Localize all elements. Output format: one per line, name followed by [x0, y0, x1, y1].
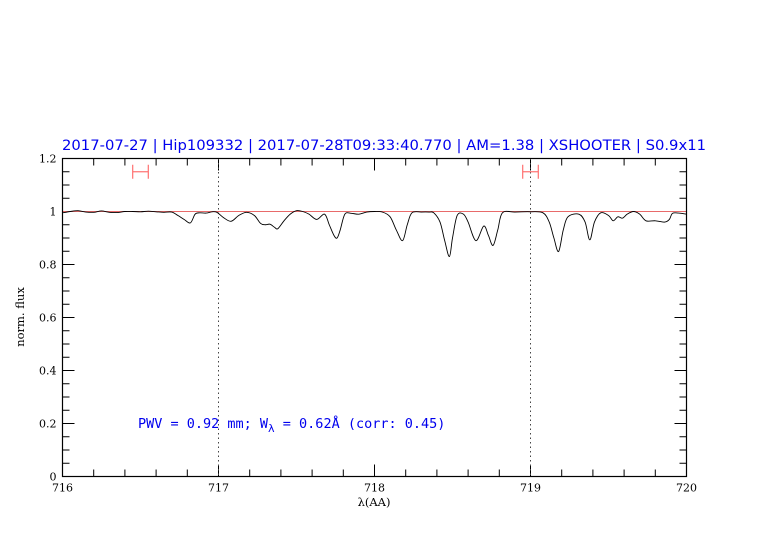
x-tick-label: 717 — [208, 482, 229, 495]
y-tick-label: 0 — [50, 471, 57, 484]
x-axis-label: λ(AA) — [358, 495, 391, 509]
spectrum-line — [62, 210, 687, 258]
y-tick-label: 1 — [50, 206, 57, 219]
y-tick-label: 0.2 — [39, 418, 57, 431]
annotation-main: PWV = 0.92 mm; W — [138, 416, 269, 432]
tick-labels: 716 717 718 719 720 0 0.2 0.4 0.6 0.8 1 1.2 — [39, 153, 697, 495]
error-bars — [132, 164, 539, 179]
annotation-rest: = 0.62Å (corr: 0.45) — [275, 415, 446, 432]
x-tick-label: 720 — [676, 482, 697, 495]
y-tick-label: 0.8 — [39, 259, 57, 272]
x-tick-label: 718 — [364, 482, 385, 495]
plot-frame — [61, 157, 688, 478]
y-axis-label: norm. flux — [13, 287, 27, 347]
y-tick-label: 1.2 — [39, 153, 57, 166]
dotted-lines — [218, 158, 531, 477]
x-tick-label: 719 — [520, 482, 541, 495]
annotation-subscript: λ — [268, 422, 275, 435]
chart-title: 2017-07-27 | Hip109332 | 2017-07-28T09:3… — [62, 138, 706, 154]
pwv-annotation: PWV = 0.92 mm; Wλ = 0.62Å (corr: 0.45) — [138, 415, 445, 435]
y-tick-label: 0.6 — [39, 312, 57, 325]
y-tick-label: 0.4 — [39, 365, 57, 378]
x-tick-label: 716 — [52, 482, 73, 495]
